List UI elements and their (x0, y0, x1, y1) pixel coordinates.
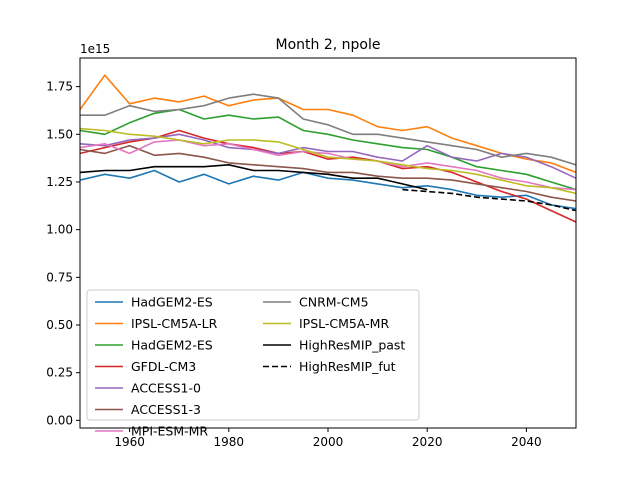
series-line-highresmip-past-9 (80, 164, 428, 191)
x-tick-label: 1980 (214, 435, 245, 449)
legend-label: CNRM-CM5 (299, 295, 369, 310)
legend-label: GFDL-CM3 (131, 359, 196, 374)
axes-layer: 1960 1980 2000 2020 2040 0.00 0.25 0.50 0.75 1.00… (46, 57, 577, 449)
legend-box (86, 289, 420, 421)
y-tick-label: 1.50 (46, 127, 73, 141)
series-layer (80, 74, 576, 223)
legend-label: IPSL-CM5A-LR (131, 316, 218, 331)
y-offset-label: 1e15 (80, 42, 110, 56)
y-tick-label: 0.00 (46, 413, 73, 427)
y-tick-label: 0.25 (46, 366, 73, 380)
series-line-ipsl-cm5a-mr-8 (80, 127, 576, 195)
series-line-hadgem2-es-0 (80, 169, 576, 210)
legend-label: HighResMIP_fut (299, 359, 396, 374)
legend-label: HadGEM2-ES (131, 295, 213, 310)
legend-label: MPI-ESM-MR (131, 424, 208, 439)
legend-label: HighResMIP_past (299, 338, 405, 353)
x-tick-label: 2040 (511, 435, 542, 449)
x-tick-label: 2020 (412, 435, 443, 449)
legend: HadGEM2-ES IPSL-CM5A-LR HadGEM2-ES GFDL-CM3… (86, 289, 420, 439)
series-line-mpi-esm-mr-6 (80, 139, 576, 191)
y-tick-label: 0.75 (46, 270, 73, 284)
legend-label: IPSL-CM5A-MR (299, 316, 389, 331)
series-line-ipsl-cm5a-lr-1 (80, 74, 576, 174)
chart-title: Month 2, npole (276, 37, 381, 53)
series-line-hadgem2-es-2 (80, 108, 576, 191)
y-tick-label: 0.50 (46, 318, 73, 332)
y-tick-label: 1.00 (46, 223, 73, 237)
series-line-gfdl-cm3-3 (80, 129, 576, 223)
x-tick-label: 2000 (313, 435, 344, 449)
legend-label: ACCESS1-0 (131, 381, 201, 396)
y-tick-label: 1.25 (46, 175, 73, 189)
legend-label: ACCESS1-3 (131, 402, 201, 417)
x-tick-label: 1960 (114, 435, 145, 449)
series-line-highresmip-fut-10 (402, 188, 576, 212)
legend-label: HadGEM2-ES (131, 338, 213, 353)
y-tick-label: 1.75 (46, 80, 73, 94)
series-line-access1-3-5 (80, 144, 576, 202)
series-line-cnrm-cm5-7 (80, 93, 576, 166)
